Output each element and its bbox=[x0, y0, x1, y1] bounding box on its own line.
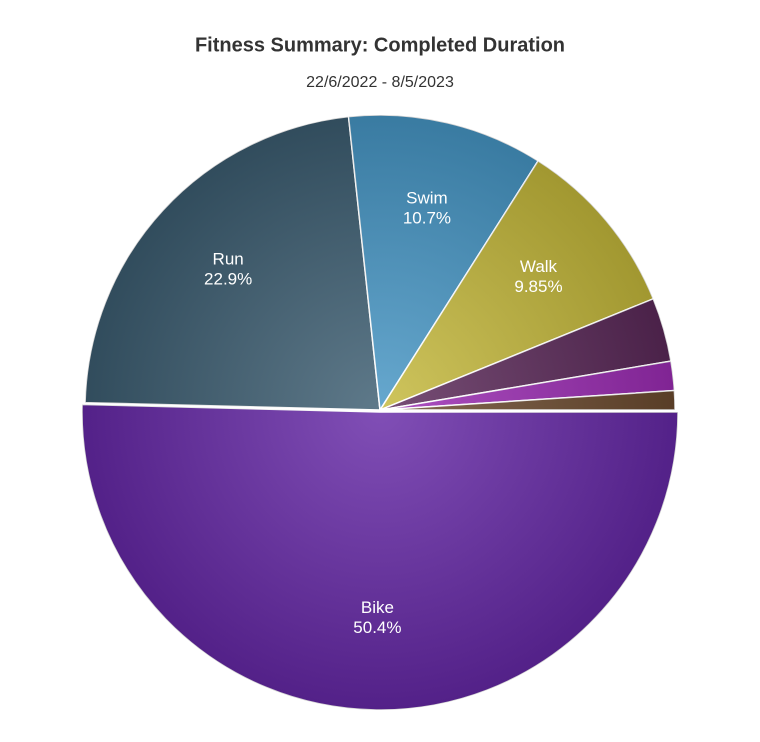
slice-value-label: 10.7% bbox=[403, 208, 451, 227]
chart-subtitle: 22/6/2022 - 8/5/2023 bbox=[306, 74, 454, 91]
slice-label: Run bbox=[213, 250, 244, 269]
slice-value-label: 9.85% bbox=[514, 277, 562, 296]
slice-label: Swim bbox=[406, 188, 448, 207]
slice-value-label: 22.9% bbox=[204, 270, 252, 289]
slice bbox=[81, 403, 679, 711]
slice-value-label: 50.4% bbox=[353, 618, 401, 637]
chart-title: Fitness Summary: Completed Duration bbox=[195, 34, 565, 56]
slice-label: Bike bbox=[361, 598, 394, 617]
slice-label: Walk bbox=[520, 257, 558, 276]
